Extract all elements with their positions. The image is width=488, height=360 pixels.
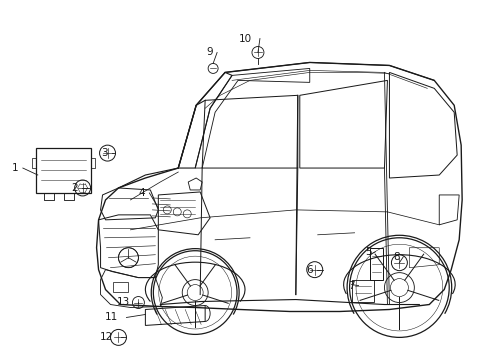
Text: 8: 8: [392, 252, 399, 262]
Text: 4: 4: [139, 188, 145, 198]
Text: 1: 1: [12, 163, 19, 173]
Text: 9: 9: [206, 48, 213, 58]
Text: 10: 10: [238, 33, 251, 44]
Text: 5: 5: [364, 247, 371, 257]
Text: 6: 6: [305, 265, 312, 275]
Text: 12: 12: [100, 332, 113, 342]
Text: 7: 7: [347, 280, 354, 291]
Text: 11: 11: [105, 312, 118, 323]
Text: 2: 2: [71, 183, 78, 193]
Text: 13: 13: [117, 297, 130, 306]
Text: 3: 3: [101, 148, 107, 158]
